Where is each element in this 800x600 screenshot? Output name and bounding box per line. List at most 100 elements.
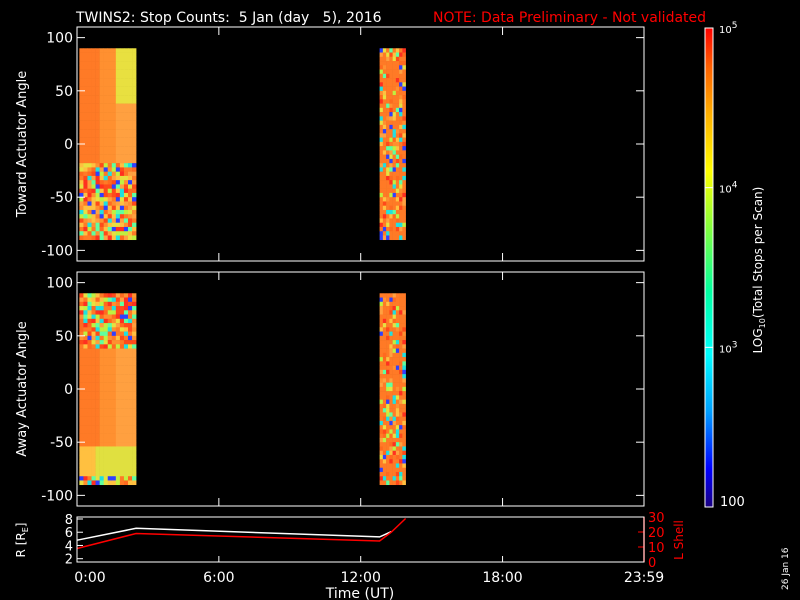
- heatmap-cell: [128, 69, 133, 75]
- heatmap-cell: [402, 120, 406, 126]
- heatmap-cell: [91, 226, 96, 232]
- heatmap-cell: [395, 61, 400, 66]
- heatmap-cell: [107, 154, 113, 160]
- heatmap-cell: [395, 446, 400, 451]
- heatmap-cell: [103, 331, 109, 337]
- heatmap-cell: [115, 154, 121, 160]
- heatmap-cell: [87, 90, 92, 96]
- heatmap-cell: [107, 429, 113, 434]
- toward-ylabel: Toward Actuator Angle: [15, 71, 30, 218]
- heatmap-cell: [382, 107, 387, 113]
- heatmap-cell: [389, 408, 393, 413]
- heatmap-cell: [91, 382, 96, 388]
- heatmap-cell: [379, 82, 384, 87]
- heatmap-cell: [386, 357, 390, 362]
- heatmap-cell: [389, 107, 393, 113]
- heatmap-cell: [95, 235, 100, 241]
- heatmap-cell: [392, 327, 397, 332]
- heatmap-cell: [119, 446, 125, 451]
- heatmap-cell: [107, 163, 113, 168]
- heatmap-cell: [379, 116, 384, 121]
- heatmap-cell: [399, 120, 403, 126]
- colorbar-min-label: 100: [720, 495, 745, 510]
- heatmap-cell: [83, 197, 88, 202]
- heatmap-cell: [87, 420, 92, 426]
- heatmap-cell: [395, 340, 400, 345]
- heatmap-cell: [386, 188, 390, 194]
- heatmap-cell: [103, 467, 109, 473]
- heatmap-cell: [95, 369, 100, 375]
- heatmap-cell: [386, 429, 390, 434]
- heatmap-cell: [79, 301, 84, 307]
- heatmap-cell: [79, 331, 84, 337]
- heatmap-cell: [389, 352, 393, 358]
- heatmap-cell: [386, 226, 390, 232]
- heatmap-cell: [123, 314, 129, 320]
- heatmap-cell: [115, 112, 121, 117]
- heatmap-cell: [103, 293, 109, 298]
- heatmap-cell: [91, 408, 96, 413]
- heatmap-cell: [119, 399, 125, 405]
- heatmap-cell: [83, 107, 88, 113]
- heatmap-cell: [379, 429, 384, 434]
- heatmap-cell: [99, 175, 104, 181]
- heatmap-cell: [79, 103, 84, 109]
- heatmap-cell: [79, 218, 84, 223]
- heatmap-cell: [399, 433, 403, 439]
- heatmap-cell: [132, 340, 137, 345]
- heatmap-cell: [103, 90, 109, 96]
- heatmap-cell: [107, 48, 113, 53]
- heatmap-cell: [128, 318, 133, 324]
- heatmap-cell: [115, 78, 121, 83]
- heatmap-cell: [99, 205, 104, 211]
- heatmap-cell: [402, 226, 406, 232]
- heatmap-cell: [132, 158, 137, 164]
- heatmap-cell: [386, 306, 390, 311]
- radius-ylabel: R [RE]: [14, 523, 30, 558]
- heatmap-cell: [395, 382, 400, 388]
- heatmap-cell: [128, 357, 133, 362]
- heatmap-cell: [402, 137, 406, 143]
- heatmap-cell: [386, 73, 390, 79]
- heatmap-cell: [115, 120, 121, 126]
- heatmap-cell: [132, 82, 137, 87]
- heatmap-cell: [386, 90, 390, 96]
- heatmap-cell: [103, 297, 109, 303]
- heatmap-cell: [99, 399, 104, 405]
- heatmap-cell: [99, 467, 104, 473]
- heatmap-cell: [111, 116, 117, 121]
- heatmap-cell: [103, 395, 109, 400]
- heatmap-cell: [379, 69, 384, 75]
- heatmap-cell: [111, 335, 117, 341]
- heatmap-cell: [389, 335, 393, 341]
- heatmap-cell: [382, 395, 387, 400]
- heatmap-cell: [83, 369, 88, 375]
- heatmap-cell: [111, 348, 117, 354]
- heatmap-cell: [79, 293, 84, 298]
- heatmap-cell: [111, 369, 117, 375]
- heatmap-cell: [382, 480, 387, 486]
- heatmap-cell: [87, 226, 92, 232]
- heatmap-cell: [87, 137, 92, 143]
- heatmap-cell: [386, 120, 390, 126]
- heatmap-cell: [399, 73, 403, 79]
- heatmap-cell: [132, 218, 137, 223]
- heatmap-cell: [132, 374, 137, 379]
- heatmap-cell: [389, 235, 393, 241]
- heatmap-cell: [111, 344, 117, 349]
- heatmap-cell: [91, 129, 96, 134]
- heatmap-cell: [123, 365, 129, 371]
- heatmap-cell: [132, 357, 137, 362]
- heatmap-cell: [382, 73, 387, 79]
- heatmap-cell: [392, 141, 397, 147]
- heatmap-cell: [91, 158, 96, 164]
- heatmap-cell: [111, 124, 117, 130]
- heatmap-cell: [379, 163, 384, 168]
- heatmap-cell: [91, 442, 96, 447]
- heatmap-cell: [386, 107, 390, 113]
- x-tick-label: 18:00: [482, 570, 522, 586]
- heatmap-cell: [119, 86, 125, 92]
- heatmap-cell: [79, 352, 84, 358]
- heatmap-cell: [79, 340, 84, 345]
